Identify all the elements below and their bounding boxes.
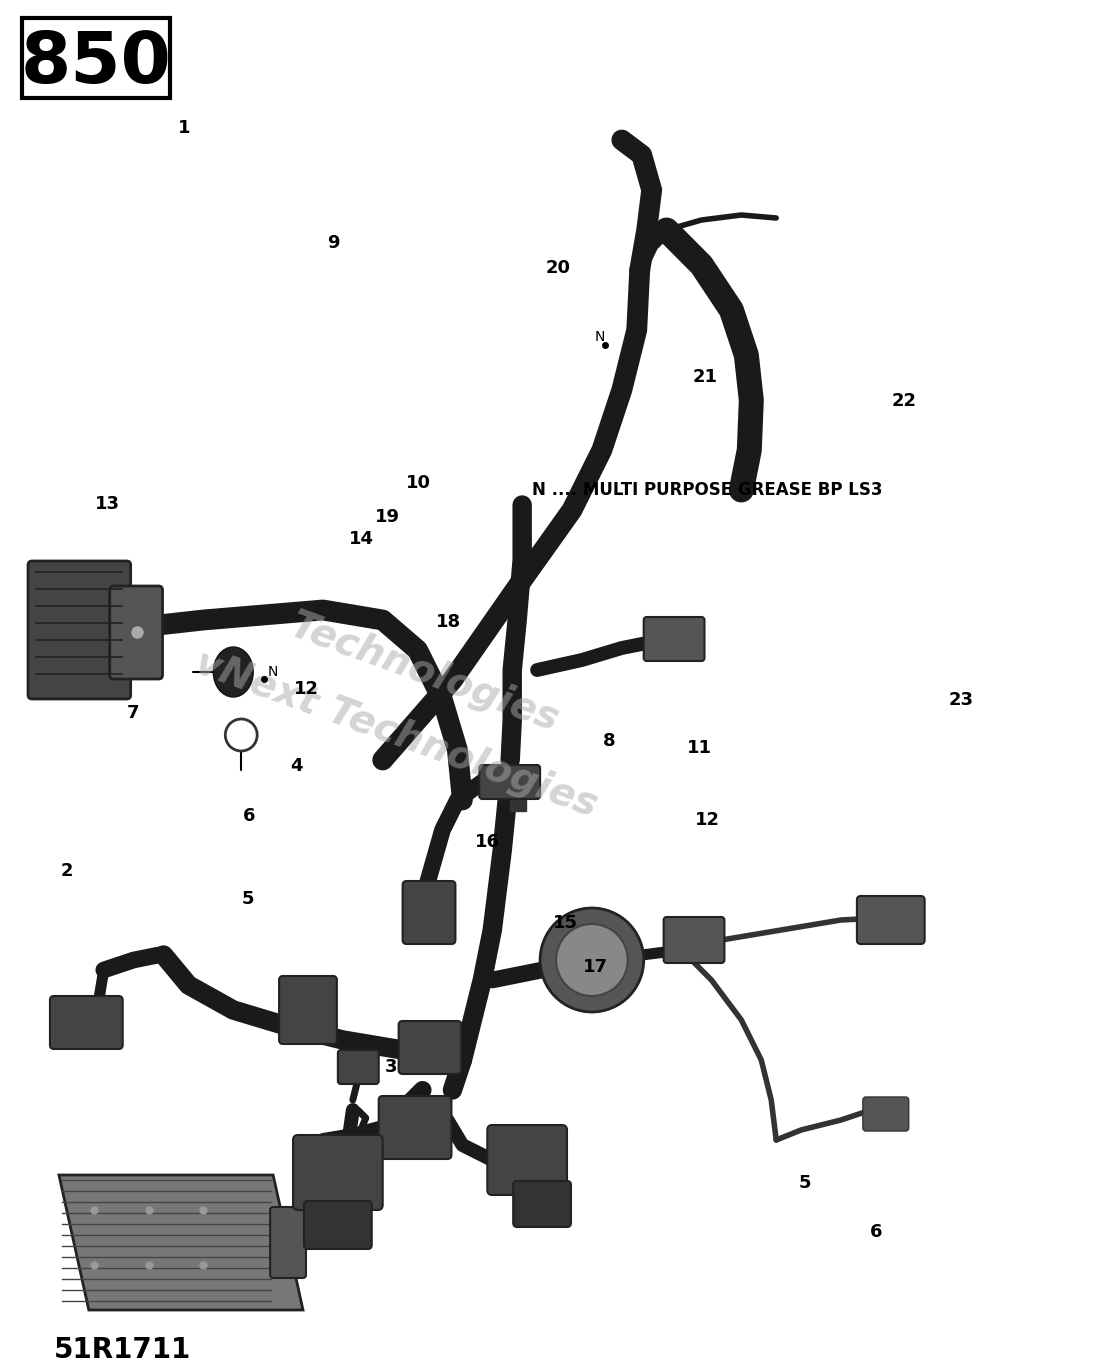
FancyBboxPatch shape xyxy=(863,1098,909,1131)
Text: N: N xyxy=(268,665,278,679)
Text: 14: 14 xyxy=(349,530,374,549)
FancyBboxPatch shape xyxy=(109,586,163,679)
FancyBboxPatch shape xyxy=(50,996,123,1050)
Text: 16: 16 xyxy=(475,833,500,852)
Text: 23: 23 xyxy=(948,690,974,709)
Text: 18: 18 xyxy=(437,612,462,631)
Text: 13: 13 xyxy=(95,494,120,513)
Text: Technologies: Technologies xyxy=(284,606,563,738)
Text: 8: 8 xyxy=(603,731,615,750)
Text: 12: 12 xyxy=(293,679,318,698)
Text: 9: 9 xyxy=(327,233,339,252)
FancyBboxPatch shape xyxy=(270,1207,306,1277)
FancyBboxPatch shape xyxy=(403,881,455,944)
Circle shape xyxy=(540,908,643,1013)
Text: 15: 15 xyxy=(552,914,578,933)
Text: 2: 2 xyxy=(61,862,73,881)
Text: N .... MULTI PURPOSE GREASE BP LS3: N .... MULTI PURPOSE GREASE BP LS3 xyxy=(532,482,883,499)
Text: 6: 6 xyxy=(870,1222,882,1242)
FancyBboxPatch shape xyxy=(379,1096,452,1159)
Text: 3: 3 xyxy=(385,1058,397,1077)
FancyBboxPatch shape xyxy=(22,18,170,97)
FancyBboxPatch shape xyxy=(479,766,540,799)
Text: 7: 7 xyxy=(127,704,139,723)
Text: 5: 5 xyxy=(799,1173,812,1192)
FancyBboxPatch shape xyxy=(338,1050,379,1084)
FancyBboxPatch shape xyxy=(487,1125,567,1195)
Circle shape xyxy=(225,719,257,750)
Text: 21: 21 xyxy=(693,368,718,387)
FancyBboxPatch shape xyxy=(643,617,705,661)
Circle shape xyxy=(556,923,628,996)
Text: 850: 850 xyxy=(21,29,172,97)
FancyBboxPatch shape xyxy=(664,916,724,963)
Text: 51R1711: 51R1711 xyxy=(54,1336,191,1364)
Ellipse shape xyxy=(213,648,253,697)
Text: 17: 17 xyxy=(583,958,608,977)
FancyBboxPatch shape xyxy=(304,1200,372,1249)
Polygon shape xyxy=(59,1174,303,1310)
Text: 20: 20 xyxy=(545,258,570,277)
Text: N: N xyxy=(595,331,605,344)
Text: 4: 4 xyxy=(290,756,302,775)
FancyBboxPatch shape xyxy=(279,975,337,1044)
FancyBboxPatch shape xyxy=(28,561,130,698)
FancyBboxPatch shape xyxy=(398,1021,462,1074)
FancyBboxPatch shape xyxy=(513,1181,571,1227)
Text: 19: 19 xyxy=(375,508,400,527)
Text: 6: 6 xyxy=(243,807,256,826)
Text: 22: 22 xyxy=(892,391,917,410)
Text: vNext Technologies: vNext Technologies xyxy=(190,643,603,825)
FancyBboxPatch shape xyxy=(293,1135,383,1210)
Text: 12: 12 xyxy=(695,811,720,830)
Text: 11: 11 xyxy=(687,738,712,757)
Text: 5: 5 xyxy=(242,889,255,908)
Text: 10: 10 xyxy=(406,473,431,493)
FancyBboxPatch shape xyxy=(857,896,924,944)
Text: 1: 1 xyxy=(177,118,190,137)
